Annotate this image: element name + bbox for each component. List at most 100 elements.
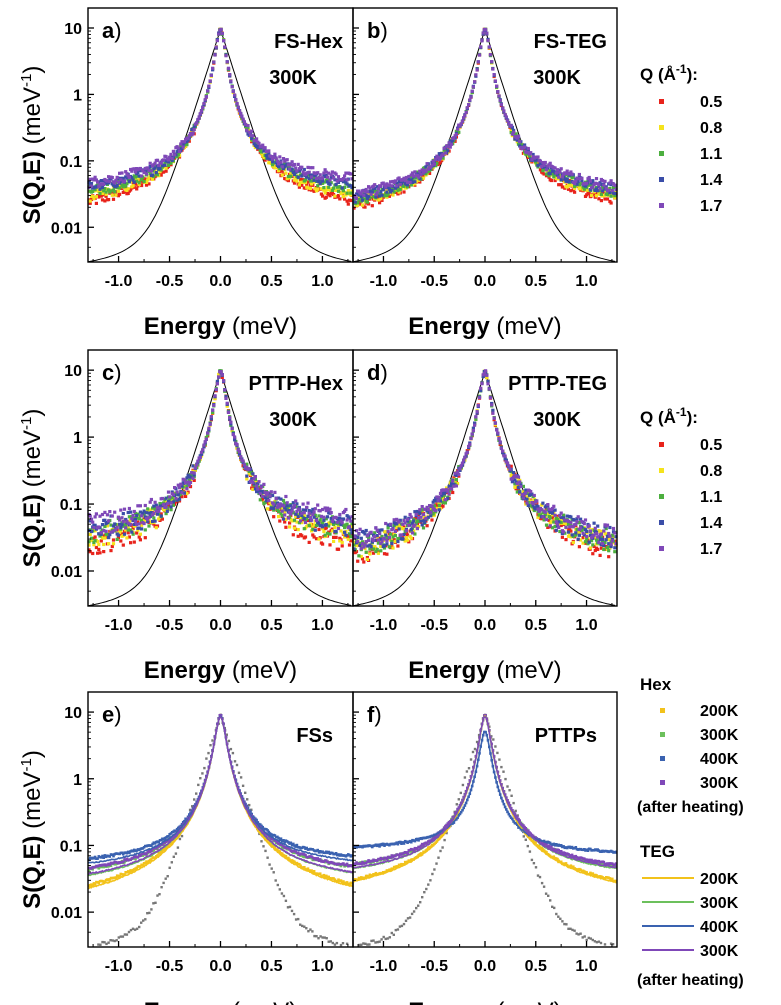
resolution-point [101, 940, 104, 944]
data-point [160, 496, 164, 501]
data-point [239, 111, 243, 115]
data-point [507, 122, 511, 126]
data-point [352, 540, 356, 544]
data-point [364, 187, 368, 192]
data-point [317, 180, 321, 184]
data-point [339, 523, 343, 527]
data-point [409, 183, 413, 187]
data-point [456, 482, 460, 486]
data-point [418, 180, 422, 184]
panel-annotation: 300K [533, 409, 581, 431]
data-point [299, 519, 303, 523]
data-point [202, 101, 206, 106]
data-point [279, 497, 283, 501]
data-point [499, 446, 503, 451]
data-point [103, 518, 107, 522]
data-point [301, 502, 305, 506]
data-point [588, 188, 592, 192]
data-point [211, 408, 215, 412]
data-point [263, 490, 267, 494]
resolution-point [241, 784, 245, 787]
data-point [209, 415, 213, 419]
data-point [398, 518, 402, 522]
data-point [579, 186, 583, 190]
data-point [605, 523, 610, 527]
data-point [226, 66, 231, 70]
data-point [590, 181, 594, 185]
data-point [391, 193, 395, 197]
data-point [352, 534, 356, 538]
data-point [398, 183, 402, 187]
data-point [108, 510, 112, 514]
data-point [559, 511, 563, 515]
data-point [325, 531, 330, 535]
data-point [113, 190, 117, 194]
y-tick-label: 1 [73, 430, 82, 447]
x-tick-label: -1.0 [105, 617, 133, 634]
data-point [473, 423, 477, 427]
data-point [119, 539, 123, 543]
data-point [435, 506, 439, 510]
data-point [152, 516, 156, 520]
data-point [379, 197, 383, 201]
data-point [437, 508, 441, 512]
data-point [137, 517, 141, 521]
data-point [314, 518, 319, 522]
data-point [574, 533, 578, 537]
data-point [176, 146, 180, 150]
data-point [283, 520, 287, 524]
data-point [525, 501, 529, 505]
data-point [208, 422, 212, 426]
data-point [318, 182, 322, 186]
data-point [463, 114, 467, 118]
data-point [292, 162, 297, 167]
data-point [321, 507, 325, 512]
data-point [103, 524, 107, 529]
data-point [312, 535, 316, 539]
data-point [119, 178, 123, 182]
data-point [607, 542, 611, 546]
data-point [419, 515, 423, 519]
data-point [296, 534, 300, 538]
data-point [321, 525, 325, 529]
resolution-point [290, 909, 294, 913]
data-point [573, 190, 577, 194]
data-point [490, 60, 494, 64]
data-point [360, 542, 365, 546]
data-point [306, 501, 310, 505]
data-point [385, 190, 389, 194]
data-point [349, 193, 353, 197]
data-point [357, 554, 361, 558]
data-point [158, 504, 162, 508]
data-point [605, 534, 610, 538]
data-point [154, 171, 158, 175]
data-point [256, 482, 260, 486]
data-point [413, 510, 417, 514]
data-point [593, 181, 597, 185]
x-axis-gap [490, 313, 497, 340]
y-axis-gap [19, 144, 46, 151]
data-point [554, 176, 558, 181]
data-point [132, 516, 136, 520]
data-point [332, 539, 336, 543]
data-point [107, 542, 111, 546]
data-point [555, 518, 560, 522]
data-point [547, 518, 551, 522]
data-point [403, 515, 407, 519]
data-point [343, 535, 347, 539]
data-point [321, 179, 325, 183]
data-point [270, 842, 273, 846]
data-point [346, 188, 350, 193]
data-point [289, 163, 293, 167]
data-point [410, 521, 415, 525]
series-1 [352, 369, 618, 561]
data-point [330, 529, 334, 533]
data-point [581, 531, 585, 535]
data-point [559, 167, 563, 171]
data-point [237, 109, 242, 113]
data-point [173, 153, 177, 157]
data-point [118, 522, 122, 526]
data-point [360, 189, 365, 193]
data-point [592, 533, 596, 537]
data-point [193, 468, 197, 472]
